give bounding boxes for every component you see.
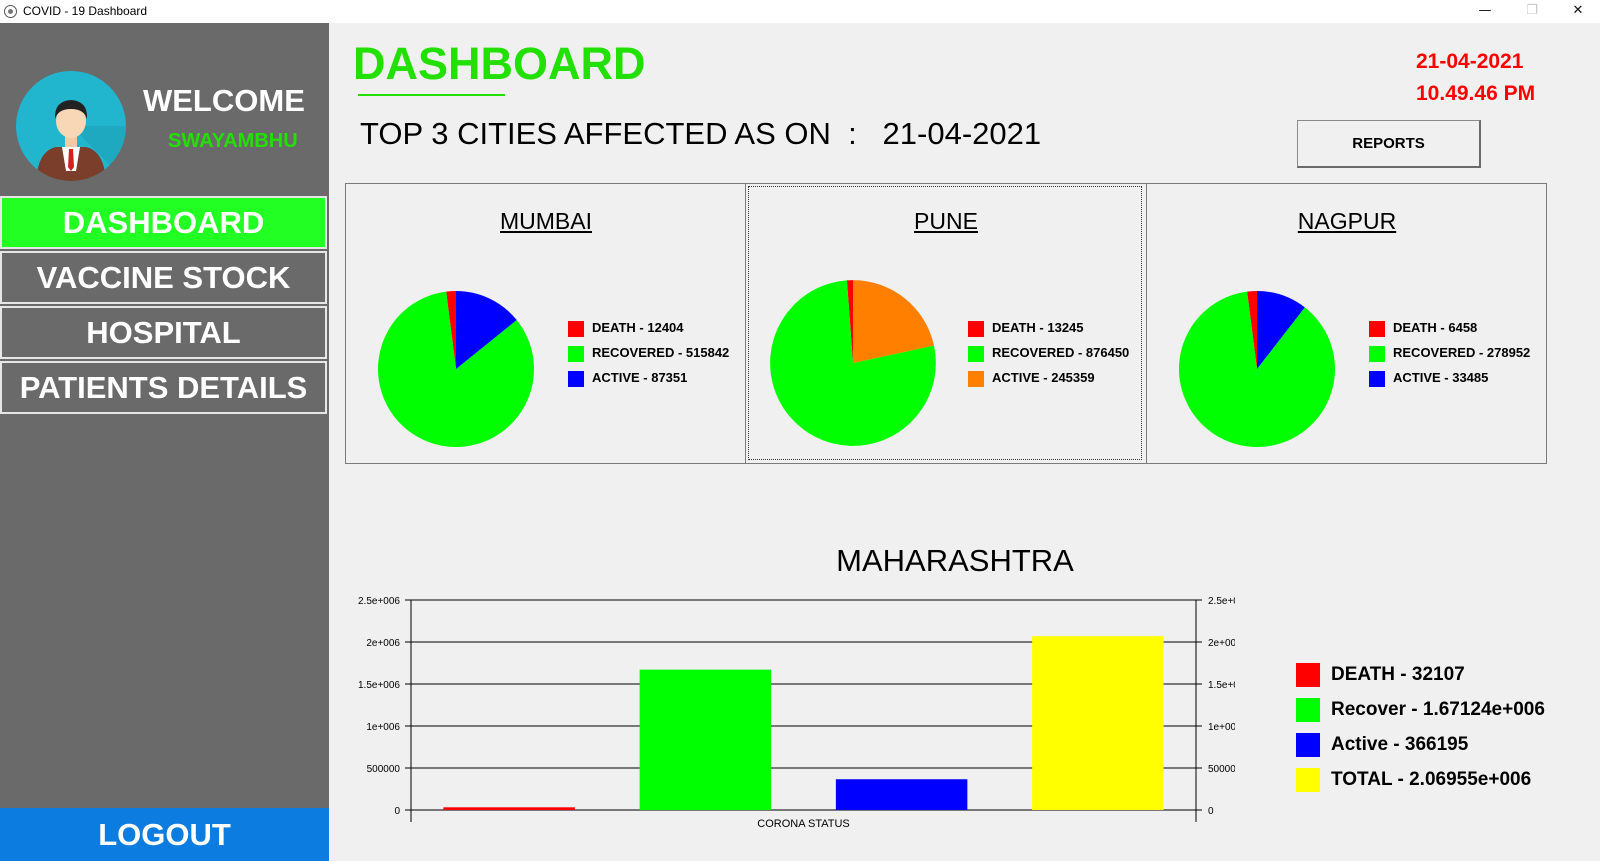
y-tick-label-right: 1.5e+006 [1208, 680, 1235, 691]
close-button[interactable]: ✕ [1572, 3, 1584, 18]
bar-chart-maharashtra: 0 0 500000 500000 1e+006 1e+006 1.5e+006 1.5e+0… [358, 596, 1235, 830]
bar-death [443, 807, 575, 810]
businessman-icon [36, 100, 126, 181]
legend-label: RECOVERED - 278952 [1393, 345, 1531, 360]
legend-label: TOTAL - 2.06955e+006 [1331, 769, 1532, 790]
focus-outline [748, 186, 1142, 460]
title-bar: COVID - 19 Dashboard — ❐ ✕ [0, 0, 1600, 23]
nav-hospital[interactable]: HOSPITAL [0, 306, 327, 359]
legend-swatch [1296, 663, 1320, 687]
pie-slice-recovered [770, 280, 936, 446]
legend-swatch [1369, 371, 1385, 387]
legend-label: RECOVERED - 515842 [592, 345, 730, 360]
y-tick-label-right: 2.5e+006 [1208, 596, 1235, 607]
nav-dashboard[interactable]: DASHBOARD [0, 196, 327, 249]
user-avatar [16, 71, 126, 181]
minimize-button[interactable]: — [1478, 3, 1492, 18]
top-cities-heading: TOP 3 CITIES AFFECTED AS ON : 21-04-2021 [360, 116, 1042, 151]
legend-swatch [968, 321, 984, 337]
city-name: MUMBAI [500, 208, 592, 234]
bar-active [835, 779, 968, 810]
legend-label: ACTIVE - 33485 [1393, 370, 1489, 385]
x-axis-label: CORONA STATUS [757, 818, 850, 830]
nav-vaccine-stock[interactable]: VACCINE STOCK [0, 251, 327, 304]
bar-total [1032, 636, 1164, 810]
legend-swatch [568, 346, 584, 362]
y-tick-label: 500000 [367, 764, 401, 775]
legend-label: DEATH - 6458 [1393, 320, 1478, 335]
title-underline [358, 94, 505, 96]
pie-slice-death [446, 291, 456, 369]
pie-slice-death [1247, 291, 1257, 369]
pie-slice-recovered [378, 291, 534, 447]
pie-slice-death [846, 280, 853, 363]
legend-swatch [1369, 321, 1385, 337]
y-tick-label: 0 [394, 806, 400, 817]
legend-swatch [968, 346, 984, 362]
y-tick-label: 1e+006 [366, 722, 400, 733]
city-name: NAGPUR [1297, 208, 1397, 234]
legend-label: ACTIVE - 87351 [592, 370, 688, 385]
reports-button[interactable]: REPORTS [1297, 120, 1481, 168]
cities-panel: MUMBAI DEATH - 12404 RECOVERED - 515842 … [345, 183, 1547, 464]
city-name: PUNE [914, 208, 978, 234]
legend-swatch [568, 371, 584, 387]
city-panel-mumbai: MUMBAI DEATH - 12404 RECOVERED - 515842 … [346, 184, 746, 463]
pie-slice-recovered [1179, 291, 1335, 447]
nav-patients-details[interactable]: PATIENTS DETAILS [0, 361, 327, 414]
city-panel-nagpur: NAGPUR DEATH - 6458 RECOVERED - 278952 A… [1146, 184, 1546, 463]
legend-label: Active - 366195 [1331, 734, 1469, 755]
legend-swatch [1296, 733, 1320, 757]
legend-label: Recover - 1.67124e+006 [1331, 699, 1545, 720]
legend-label: DEATH - 32107 [1331, 664, 1465, 685]
welcome-label: WELCOME [143, 83, 305, 118]
y-tick-label-right: 500000 [1208, 764, 1235, 775]
bar-recover [639, 669, 772, 810]
city-panel-pune: PUNE DEATH - 13245 RECOVERED - 876450 AC… [746, 184, 1146, 463]
pie-slice-active [456, 291, 517, 369]
y-tick-label: 1.5e+006 [358, 680, 400, 691]
legend-label: ACTIVE - 245359 [992, 370, 1095, 385]
maximize-button[interactable]: ❐ [1526, 3, 1538, 18]
sidebar: WELCOME SWAYAMBHU DASHBOARD VACCINE STOC… [0, 23, 329, 861]
y-tick-label: 2.5e+006 [358, 596, 400, 607]
current-time: 10.49.46 PM [1416, 82, 1536, 105]
bar-chart-title: MAHARASHTRA [836, 543, 1074, 578]
legend-swatch [1296, 698, 1320, 722]
y-tick-label-right: 0 [1208, 806, 1214, 817]
pie-chart-pune [770, 280, 936, 446]
legend-swatch [968, 371, 984, 387]
current-date: 21-04-2021 [1416, 50, 1524, 73]
username-label: SWAYAMBHU [168, 130, 298, 152]
page-title: DASHBOARD [353, 38, 646, 89]
y-tick-label-right: 1e+006 [1208, 722, 1235, 733]
logout-button[interactable]: LOGOUT [0, 808, 329, 861]
legend-label: RECOVERED - 876450 [992, 345, 1130, 360]
y-tick-label-right: 2e+006 [1208, 638, 1235, 649]
window-title: COVID - 19 Dashboard [23, 4, 148, 18]
legend-label: DEATH - 13245 [992, 320, 1084, 335]
y-tick-label: 2e+006 [366, 638, 400, 649]
legend-swatch [1369, 346, 1385, 362]
pie-slice-active [1257, 291, 1305, 369]
legend-swatch [1296, 768, 1320, 792]
pie-chart-nagpur [1179, 291, 1335, 447]
legend-label: DEATH - 12404 [592, 320, 684, 335]
pie-slice-active [853, 280, 935, 363]
legend-swatch [568, 321, 584, 337]
app-gear-icon [4, 5, 17, 18]
pie-chart-mumbai [378, 291, 534, 447]
